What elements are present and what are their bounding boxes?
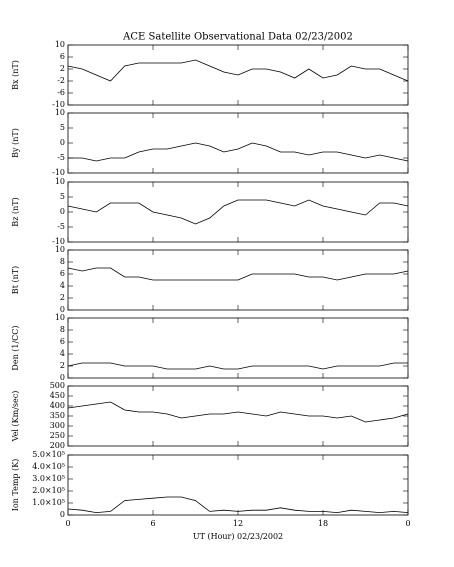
y-tick-label: 0: [60, 373, 65, 382]
y-tick-label: -10: [52, 237, 65, 246]
data-line: [67, 401, 409, 423]
y-axis-label: Vel (Km/sec): [11, 391, 20, 443]
data-line: [67, 199, 409, 225]
y-tick-label: -5: [57, 222, 65, 231]
y-tick-label: 10: [55, 245, 65, 254]
y-tick-label: 350: [50, 411, 65, 420]
data-line: [68, 142, 409, 162]
y-tick-label: 0: [60, 305, 65, 314]
data-line: [67, 362, 408, 370]
y-tick-label: 5: [60, 192, 65, 201]
chart-title: ACE Satellite Observational Data 02/23/2…: [122, 32, 353, 43]
y-tick-label: 250: [50, 431, 65, 440]
y-tick-label: 6: [60, 52, 65, 61]
y-tick-label: 6: [60, 337, 65, 346]
panel-frame: [67, 385, 409, 447]
y-tick-label: 2.0×10⁵: [32, 486, 65, 495]
x-tick-label: 12: [233, 519, 243, 528]
y-tick-label: 5: [60, 123, 65, 132]
panel-frame: [67, 112, 409, 174]
y-tick-label: 500: [50, 381, 65, 390]
data-line: [67, 59, 409, 82]
y-tick-label: 4: [60, 281, 65, 290]
y-axis-label: Bt (nT): [11, 266, 20, 294]
x-tick-label: 0: [65, 519, 70, 528]
y-tick-label: 1.0×10⁵: [32, 498, 65, 507]
y-tick-label: 300: [50, 421, 65, 430]
y-tick-label: -6: [57, 88, 65, 97]
y-tick-label: 2: [60, 293, 65, 302]
y-tick-label: 0: [60, 207, 65, 216]
y-tick-label: 4.0×10⁵: [32, 462, 65, 471]
y-tick-label: 10: [55, 313, 65, 322]
y-tick-label: -5: [57, 153, 65, 162]
y-tick-label: 0: [60, 510, 65, 519]
y-tick-label: 4: [60, 349, 65, 358]
y-tick-label: 2: [60, 64, 65, 73]
y-tick-label: 10: [55, 40, 65, 49]
y-tick-label: 400: [50, 401, 65, 410]
y-tick-label: 5.0×10⁵: [32, 450, 65, 459]
y-tick-label: 8: [60, 325, 65, 334]
y-tick-label: 8: [60, 257, 65, 266]
x-tick-label: 6: [150, 519, 155, 528]
y-tick-label: 10: [55, 108, 65, 117]
data-line: [67, 267, 409, 281]
y-tick-label: 200: [50, 441, 65, 450]
y-tick-label: 3.0×10⁵: [32, 474, 65, 483]
panel-frame: [67, 181, 409, 243]
y-tick-label: 6: [60, 269, 65, 278]
x-tick-label: 0: [405, 519, 410, 528]
y-tick-label: 0: [60, 138, 65, 147]
x-tick-label: 18: [318, 519, 328, 528]
y-tick-label: 450: [50, 391, 65, 400]
y-axis-label: Ion Temp (K): [11, 459, 20, 512]
y-tick-label: 2: [60, 361, 65, 370]
x-axis-label: UT (Hour) 02/23/2002: [193, 532, 283, 541]
y-axis-label: Bx (nT): [11, 60, 20, 90]
y-tick-label: -10: [52, 100, 65, 109]
y-tick-label: 10: [55, 177, 65, 186]
y-tick-label: -10: [52, 168, 65, 177]
y-axis-label: Den (1/CC): [11, 325, 20, 370]
data-line: [67, 496, 409, 514]
y-tick-label: -2: [57, 76, 65, 85]
y-axis-label: By (nT): [11, 128, 20, 158]
y-axis-label: Bz (nT): [11, 197, 20, 226]
panel-frame: [67, 454, 409, 516]
